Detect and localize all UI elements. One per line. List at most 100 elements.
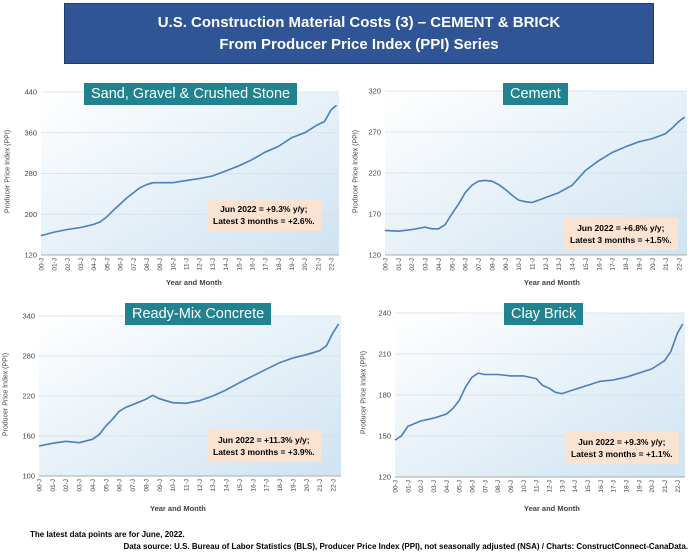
footer-note: The latest data points are for June, 202… [30, 530, 185, 539]
x-tick-label: 09-J [157, 479, 164, 492]
y-tick-label: 280 [22, 352, 35, 361]
x-tick-label: 21-J [317, 479, 324, 492]
header-banner: U.S. Construction Material Costs (3) – C… [64, 3, 654, 64]
x-tick-label: 18-J [276, 258, 283, 271]
footer-source: Data source: U.S. Bureau of Labor Statis… [123, 542, 688, 551]
x-tick-label: 20-J [304, 479, 311, 492]
chart-panel-sand-gravel: 120 200 280 360 440 00-J 01-J 02-J 03-J 04-J 05-J 0… [0, 82, 347, 294]
note-line-2: Latest 3 months = +1.1%. [571, 449, 673, 459]
x-tick-label: 04-J [436, 258, 443, 271]
series-line [384, 116, 686, 232]
x-tick-label: 12-J [197, 258, 204, 271]
x-tick-label: 04-J [90, 479, 97, 492]
x-tick-label: 22-J [675, 480, 682, 493]
x-tick-label: 08-J [489, 258, 496, 271]
x-tick-label: 20-J [302, 258, 309, 271]
x-tick-label: 12-J [546, 480, 553, 493]
note-line-2: Latest 3 months = +3.9%. [213, 447, 315, 457]
chart-svg: 120 150 180 210 240 00-J 01-J 02-J 03-J 04-J 05-J 0… [378, 309, 685, 493]
y-tick-label: 120 [24, 251, 37, 260]
x-tick-label: 16-J [598, 480, 605, 493]
y-tick-label: 220 [368, 169, 381, 178]
x-tick-label: 05-J [449, 258, 456, 271]
x-tick-label: 06-J [463, 258, 470, 271]
x-tick-label: 14-J [223, 258, 230, 271]
x-tick-label: 15-J [237, 479, 244, 492]
x-tick-label: 08-J [495, 480, 502, 493]
x-tick-label: 18-J [623, 258, 630, 271]
x-tick-label: 15-J [583, 258, 590, 271]
x-tick-label: 17-J [610, 258, 617, 271]
x-tick-label: 06-J [118, 258, 125, 271]
x-tick-label: 08-J [143, 479, 150, 492]
x-tick-label: 07-J [130, 479, 137, 492]
note-line-1: Jun 2022 = +6.8% y/y; [577, 223, 665, 233]
y-tick-label: 240 [378, 309, 391, 318]
x-axis-label: Year and Month [524, 278, 580, 287]
x-tick-label: 04-J [444, 480, 451, 493]
x-tick-label: 00-J [37, 479, 44, 492]
x-tick-label: 14-J [572, 480, 579, 493]
note-line-2: Latest 3 months = +2.6%. [213, 216, 315, 226]
x-tick-label: 13-J [210, 258, 217, 271]
y-tick-label: 150 [378, 432, 391, 441]
y-tick-label: 220 [22, 392, 35, 401]
x-tick-label: 00-J [393, 480, 400, 493]
x-tick-label: 21-J [315, 258, 322, 271]
x-tick-label: 11-J [534, 480, 541, 492]
x-tick-label: 14-J [224, 479, 231, 492]
x-tick-label: 07-J [482, 480, 489, 493]
y-tick-label: 120 [368, 251, 381, 260]
x-tick-label: 10-J [170, 479, 177, 492]
x-tick-label: 02-J [418, 480, 425, 493]
x-tick-label: 02-J [409, 258, 416, 271]
series-line [394, 323, 684, 441]
x-tick-label: 05-J [104, 258, 111, 271]
y-axis-label: Producer Price Index (PPI) [4, 129, 12, 214]
x-tick-label: 18-J [277, 479, 284, 492]
chart-panel-cement: 120 170 220 270 320 00-J 01-J 02-J 03-J 04-J 05-J 0… [347, 82, 694, 294]
x-tick-label: 09-J [508, 480, 515, 493]
x-tick-label: 17-J [264, 479, 271, 492]
x-tick-label: 19-J [636, 258, 643, 271]
y-tick-label: 340 [22, 312, 35, 321]
chart-title: Cement [503, 83, 568, 105]
x-tick-label: 19-J [289, 258, 296, 271]
y-axis-label: Producer Price Index (PPI) [2, 352, 10, 437]
chart-title: Ready-Mix Concrete [125, 303, 272, 325]
x-tick-label: 10-J [516, 258, 523, 271]
note-line-2: Latest 3 months = +1.5%. [570, 235, 672, 245]
y-tick-label: 100 [22, 472, 35, 481]
x-tick-label: 04-J [91, 258, 98, 271]
x-tick-label: 16-J [250, 479, 257, 492]
x-tick-label: 16-J [596, 258, 603, 271]
x-tick-label: 08-J [144, 258, 151, 271]
series-line [40, 104, 338, 237]
x-tick-label: 06-J [117, 479, 124, 492]
x-tick-label: 00-J [39, 258, 46, 271]
y-tick-label: 160 [22, 432, 35, 441]
x-tick-label: 09-J [157, 258, 164, 271]
y-tick-label: 270 [368, 128, 381, 137]
x-tick-label: 17-J [263, 258, 270, 271]
x-axis-label: Year and Month [166, 278, 222, 287]
x-tick-label: 21-J [663, 258, 670, 271]
note-line-1: Jun 2022 = +9.3% y/y; [220, 204, 308, 214]
chart-panel-clay-brick: 120 150 180 210 240 00-J 01-J 02-J 03-J 04-J 05-J 0… [347, 301, 694, 523]
x-tick-label: 01-J [405, 480, 412, 493]
x-tick-label: 02-J [65, 258, 72, 271]
x-tick-label: 12-J [197, 479, 204, 492]
chart-note: Jun 2022 = +11.3% y/y; Latest 3 months =… [207, 430, 321, 462]
x-tick-label: 05-J [457, 480, 464, 493]
x-tick-label: 18-J [623, 480, 630, 493]
x-tick-label: 07-J [476, 258, 483, 271]
x-axis-label: Year and Month [524, 504, 580, 513]
x-tick-label: 06-J [469, 480, 476, 493]
y-tick-label: 440 [24, 88, 37, 97]
y-axis-label: Producer Price Index (PPI) [352, 129, 360, 214]
chart-note: Jun 2022 = +6.8% y/y; Latest 3 months = … [564, 218, 678, 250]
series-line [38, 323, 340, 447]
y-tick-label: 200 [24, 210, 37, 219]
x-tick-label: 11-J [183, 479, 190, 491]
x-tick-label: 03-J [77, 479, 84, 492]
